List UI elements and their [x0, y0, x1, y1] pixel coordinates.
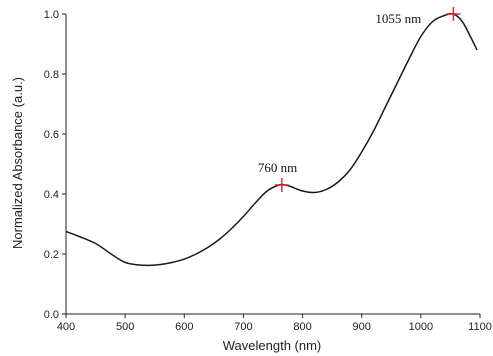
x-tick-label: 500: [116, 321, 134, 333]
axes: [65, 14, 480, 315]
x-tick-label: 400: [57, 321, 75, 333]
y-tick-label: 0.6: [44, 129, 59, 141]
y-tick-label: 0.0: [44, 309, 59, 321]
peak-marker: [274, 178, 289, 192]
annotations: 760 nm 1055 nm: [258, 7, 461, 192]
absorbance-line: [65, 12, 478, 267]
x-tick-label: 1100: [468, 321, 492, 333]
ticks: 400 500 600 700 800 900 1000 1100 0.0 0.2 0.4 0.6 0.…: [44, 9, 492, 333]
x-tick-label: 700: [234, 321, 252, 333]
peak-marker: [446, 7, 461, 21]
y-tick-label: 1.0: [44, 9, 59, 21]
y-tick-label: 0.8: [44, 69, 59, 81]
x-tick-label: 600: [175, 321, 193, 333]
peak-label: 1055 nm: [375, 11, 421, 26]
y-tick-label: 0.4: [44, 189, 59, 201]
peak-label: 760 nm: [258, 160, 297, 175]
x-axis-title: Wavelength (nm): [223, 338, 322, 353]
y-tick-label: 0.2: [44, 249, 59, 261]
x-tick-label: 900: [353, 321, 371, 333]
x-tick-label: 800: [293, 321, 311, 333]
y-axis-title: Normalized Absorbance (a.u.): [10, 77, 25, 249]
x-tick-label: 1000: [409, 321, 433, 333]
